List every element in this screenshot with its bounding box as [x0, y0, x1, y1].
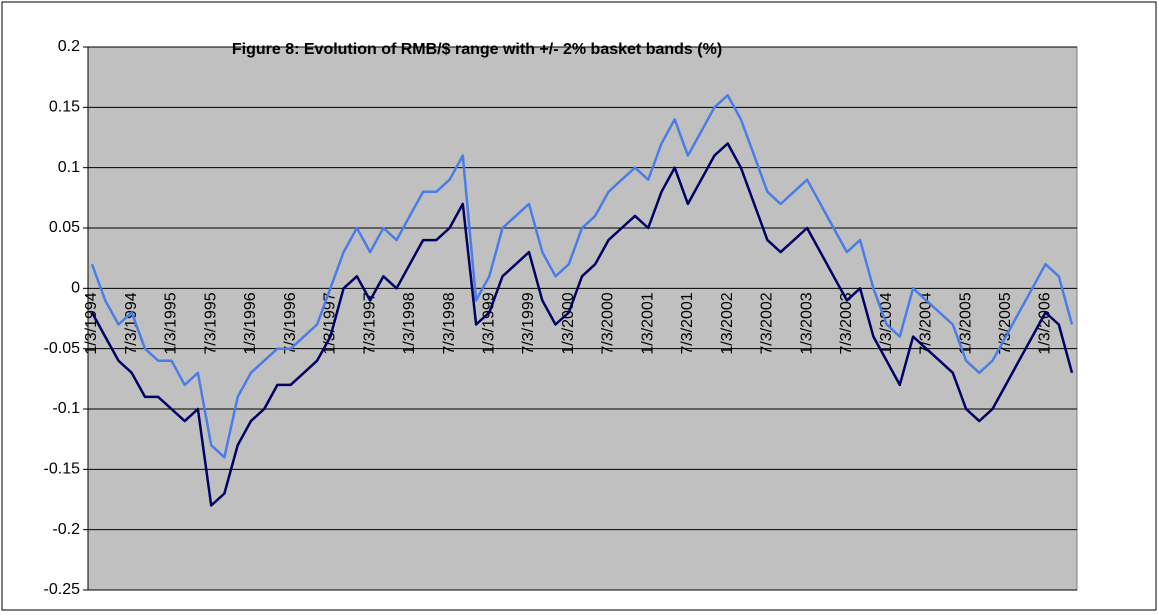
- x-tick-label: 7/3/2003: [838, 292, 855, 354]
- x-tick-label: 7/3/1998: [441, 292, 458, 354]
- x-tick-label: 7/3/2004: [918, 292, 935, 354]
- y-tick-label: -0.25: [44, 581, 81, 598]
- x-tick-label: 1/3/2000: [560, 292, 577, 354]
- y-tick-label: -0.15: [44, 461, 81, 478]
- x-tick-label: 1/3/2005: [957, 292, 974, 354]
- x-tick-label: 1/3/1999: [481, 292, 498, 354]
- y-tick-label: -0.05: [44, 340, 81, 357]
- x-tick-label: 1/3/2002: [719, 292, 736, 354]
- x-tick-label: 7/3/2002: [759, 292, 776, 354]
- y-tick-label: -0.2: [52, 521, 80, 538]
- x-tick-label: 7/3/1995: [202, 292, 219, 354]
- y-tick-label: -0.1: [52, 400, 80, 417]
- x-tick-label: 7/3/1996: [282, 292, 299, 354]
- x-tick-label: 7/3/2001: [679, 292, 696, 354]
- x-tick-label: 1/3/1996: [242, 292, 259, 354]
- x-tick-label: 1/3/2006: [1037, 292, 1054, 354]
- y-tick-label: 0: [71, 280, 80, 297]
- x-tick-label: 7/3/2000: [600, 292, 617, 354]
- y-tick-label: 0.1: [58, 159, 80, 176]
- x-tick-label: 7/3/1997: [361, 292, 378, 354]
- x-tick-label: 1/3/1997: [322, 292, 339, 354]
- x-tick-label: 1/3/2003: [798, 292, 815, 354]
- series-line: [90, 142, 1074, 507]
- series-line: [90, 94, 1074, 459]
- plot-area: [87, 46, 1078, 591]
- x-tick-label: 7/3/1999: [520, 292, 537, 354]
- x-tick-label: 1/3/1995: [163, 292, 180, 354]
- x-tick-label: 1/3/1994: [83, 292, 100, 354]
- y-tick-label: 0.15: [49, 99, 80, 116]
- x-tick-label: 1/3/2001: [639, 292, 656, 354]
- x-tick-label: 7/3/1994: [123, 292, 140, 354]
- chart-title: Figure 8: Evolution of RMB/$ range with …: [232, 41, 722, 58]
- y-tick-label: 0.05: [49, 219, 80, 236]
- x-tick-label: 1/3/1998: [401, 292, 418, 354]
- x-tick-label: 7/3/2005: [997, 292, 1014, 354]
- y-tick-label: 0.2: [58, 38, 80, 55]
